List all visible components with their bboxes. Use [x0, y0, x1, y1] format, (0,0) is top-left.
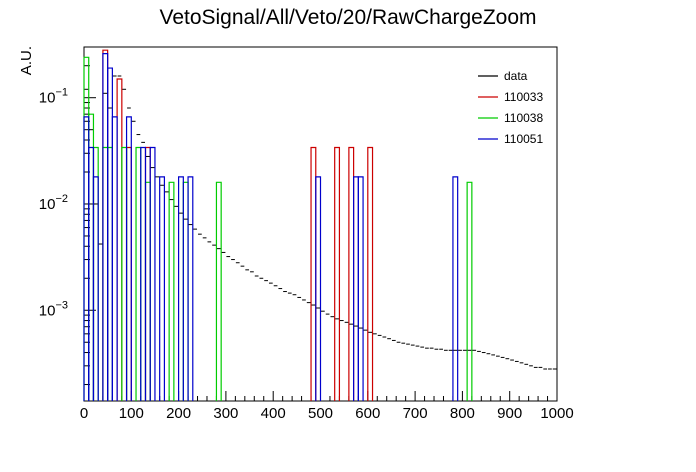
legend-label-110038: 110038	[504, 111, 543, 125]
x-tick-label: 500	[308, 405, 333, 422]
x-tick-label: 200	[166, 405, 191, 422]
x-tick-label: 100	[119, 405, 144, 422]
series-110033-bar	[334, 146, 341, 401]
y-tick-label: 10−1	[39, 87, 68, 107]
x-tick-label: 700	[403, 405, 428, 422]
series-110051-bar	[159, 176, 166, 401]
plot-area: 0 100 200 300 400 500 600 700 800 900 1000 10−1 10−2…	[39, 46, 574, 422]
x-tick-label: 600	[355, 405, 380, 422]
series-110051-bar	[140, 146, 147, 401]
y-axis-label: A.U.	[18, 46, 35, 75]
y-tick-label: 10−2	[39, 193, 68, 213]
legend: data 110033 110038 110051	[478, 69, 543, 146]
series-110038-bar	[466, 181, 473, 401]
series-110051-bar	[452, 176, 459, 401]
x-tick-label: 400	[261, 405, 286, 422]
series-110051-bar	[315, 176, 322, 401]
x-tick-label: 900	[497, 405, 522, 422]
x-tick-label: 800	[450, 405, 475, 422]
series-110051-bar	[149, 146, 156, 401]
series-110051-bar	[125, 116, 132, 401]
legend-label-110033: 110033	[504, 90, 543, 104]
x-tick-label: 0	[80, 405, 88, 422]
legend-label-data: data	[504, 69, 528, 83]
series-110033-bar	[367, 146, 374, 401]
series-110038-bar	[215, 181, 222, 401]
series-110038-bar	[168, 181, 175, 401]
x-tick-label: 300	[213, 405, 238, 422]
x-tick-label: 1000	[540, 405, 573, 422]
series-110051-bar	[92, 176, 99, 401]
chart-title: VetoSignal/All/Veto/20/RawChargeZoom	[159, 6, 536, 29]
series-110051-bar	[357, 176, 364, 401]
series-110051-bar	[178, 176, 184, 401]
series-110051-bar	[111, 116, 118, 401]
series-110051-bar	[187, 176, 194, 401]
y-tick-label: 10−3	[39, 299, 68, 319]
legend-label-110051: 110051	[504, 132, 543, 146]
